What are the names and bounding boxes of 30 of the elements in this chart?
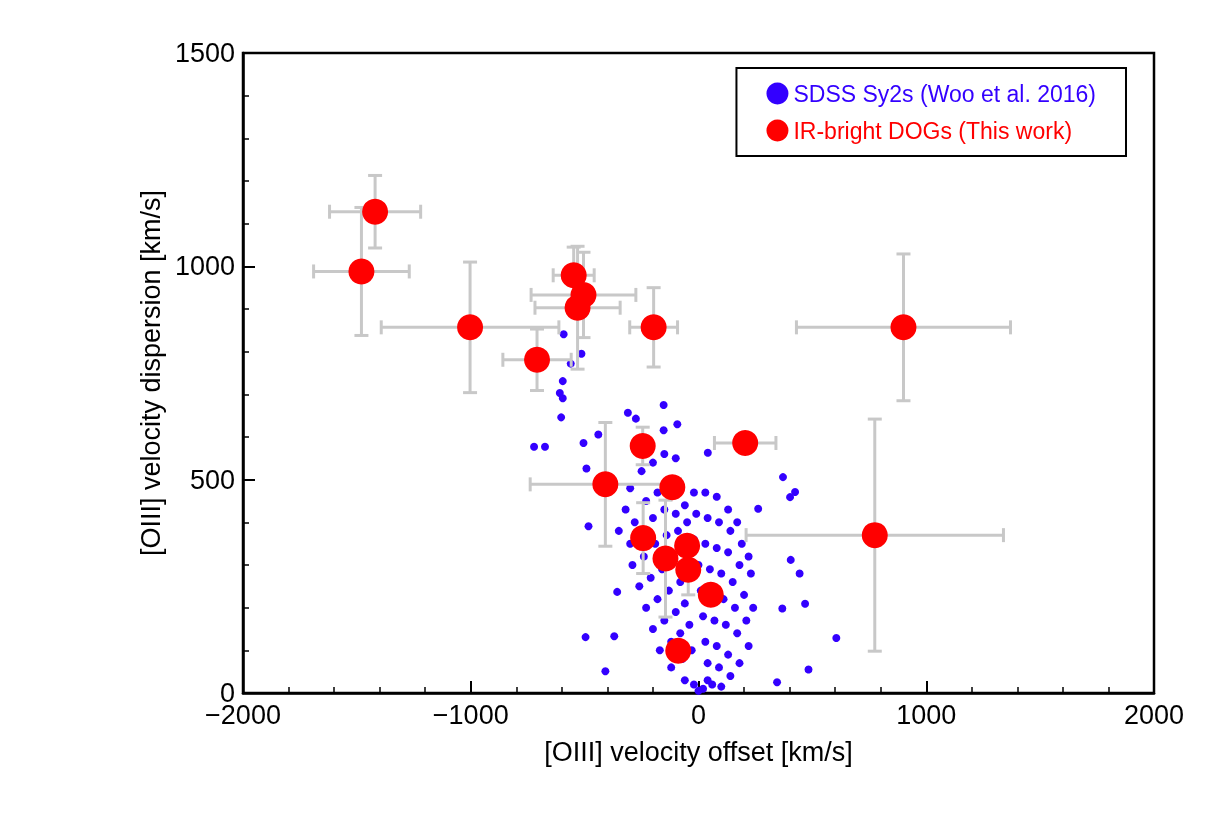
- point: [362, 198, 389, 225]
- point: [348, 258, 375, 285]
- point: [630, 525, 657, 552]
- y-tick-label: 500: [189, 464, 235, 495]
- point: [697, 581, 724, 608]
- x-tick-label: 2000: [1123, 699, 1185, 730]
- point: [675, 556, 702, 583]
- legend-label: IR-bright DOGs (This work): [793, 117, 1073, 144]
- y-tick-label: 1000: [174, 251, 235, 282]
- point: [560, 262, 587, 289]
- point: [732, 429, 759, 456]
- y-tick-label: 1500: [174, 38, 235, 68]
- x-tick-label: 1000: [896, 699, 957, 730]
- point: [659, 474, 686, 501]
- x-tick-label: 0: [690, 699, 707, 730]
- point: [564, 294, 591, 321]
- point: [524, 346, 551, 373]
- point: [457, 314, 484, 341]
- point: [652, 545, 679, 572]
- point: [674, 532, 701, 559]
- point: [640, 314, 667, 341]
- point: [592, 471, 619, 498]
- point: [861, 522, 888, 549]
- point: [890, 314, 917, 341]
- x-axis-title: [OIII] velocity offset [km/s]: [544, 736, 853, 767]
- point: [629, 432, 656, 459]
- legend-label: SDSS Sy2s (Woo et al. 2016): [793, 80, 1097, 107]
- x-tick-label: −1000: [432, 699, 509, 730]
- y-axis-title: [OIII] velocity dispersion [km/s]: [135, 189, 166, 557]
- point: [665, 637, 692, 664]
